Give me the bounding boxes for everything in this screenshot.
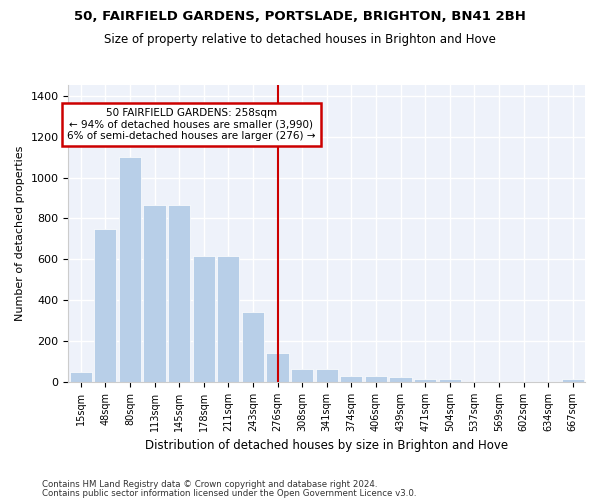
Bar [414, 379, 436, 382]
Text: Contains public sector information licensed under the Open Government Licence v3: Contains public sector information licen… [42, 488, 416, 498]
Bar [291, 369, 313, 382]
Bar [143, 205, 166, 382]
Bar [439, 379, 461, 382]
Text: 50 FAIRFIELD GARDENS: 258sqm
← 94% of detached houses are smaller (3,990)
6% of : 50 FAIRFIELD GARDENS: 258sqm ← 94% of de… [67, 108, 316, 141]
Bar [389, 377, 412, 382]
Bar [119, 157, 141, 382]
Text: 50, FAIRFIELD GARDENS, PORTSLADE, BRIGHTON, BN41 2BH: 50, FAIRFIELD GARDENS, PORTSLADE, BRIGHT… [74, 10, 526, 23]
Text: Size of property relative to detached houses in Brighton and Hove: Size of property relative to detached ho… [104, 32, 496, 46]
Bar [217, 256, 239, 382]
Bar [316, 369, 338, 382]
Bar [94, 228, 116, 382]
Y-axis label: Number of detached properties: Number of detached properties [15, 146, 25, 322]
Bar [193, 256, 215, 382]
Bar [365, 376, 387, 382]
Bar [562, 379, 584, 382]
X-axis label: Distribution of detached houses by size in Brighton and Hove: Distribution of detached houses by size … [145, 440, 508, 452]
Bar [70, 372, 92, 382]
Bar [168, 205, 190, 382]
Text: Contains HM Land Registry data © Crown copyright and database right 2024.: Contains HM Land Registry data © Crown c… [42, 480, 377, 489]
Bar [340, 376, 362, 382]
Bar [266, 354, 289, 382]
Bar [242, 312, 264, 382]
